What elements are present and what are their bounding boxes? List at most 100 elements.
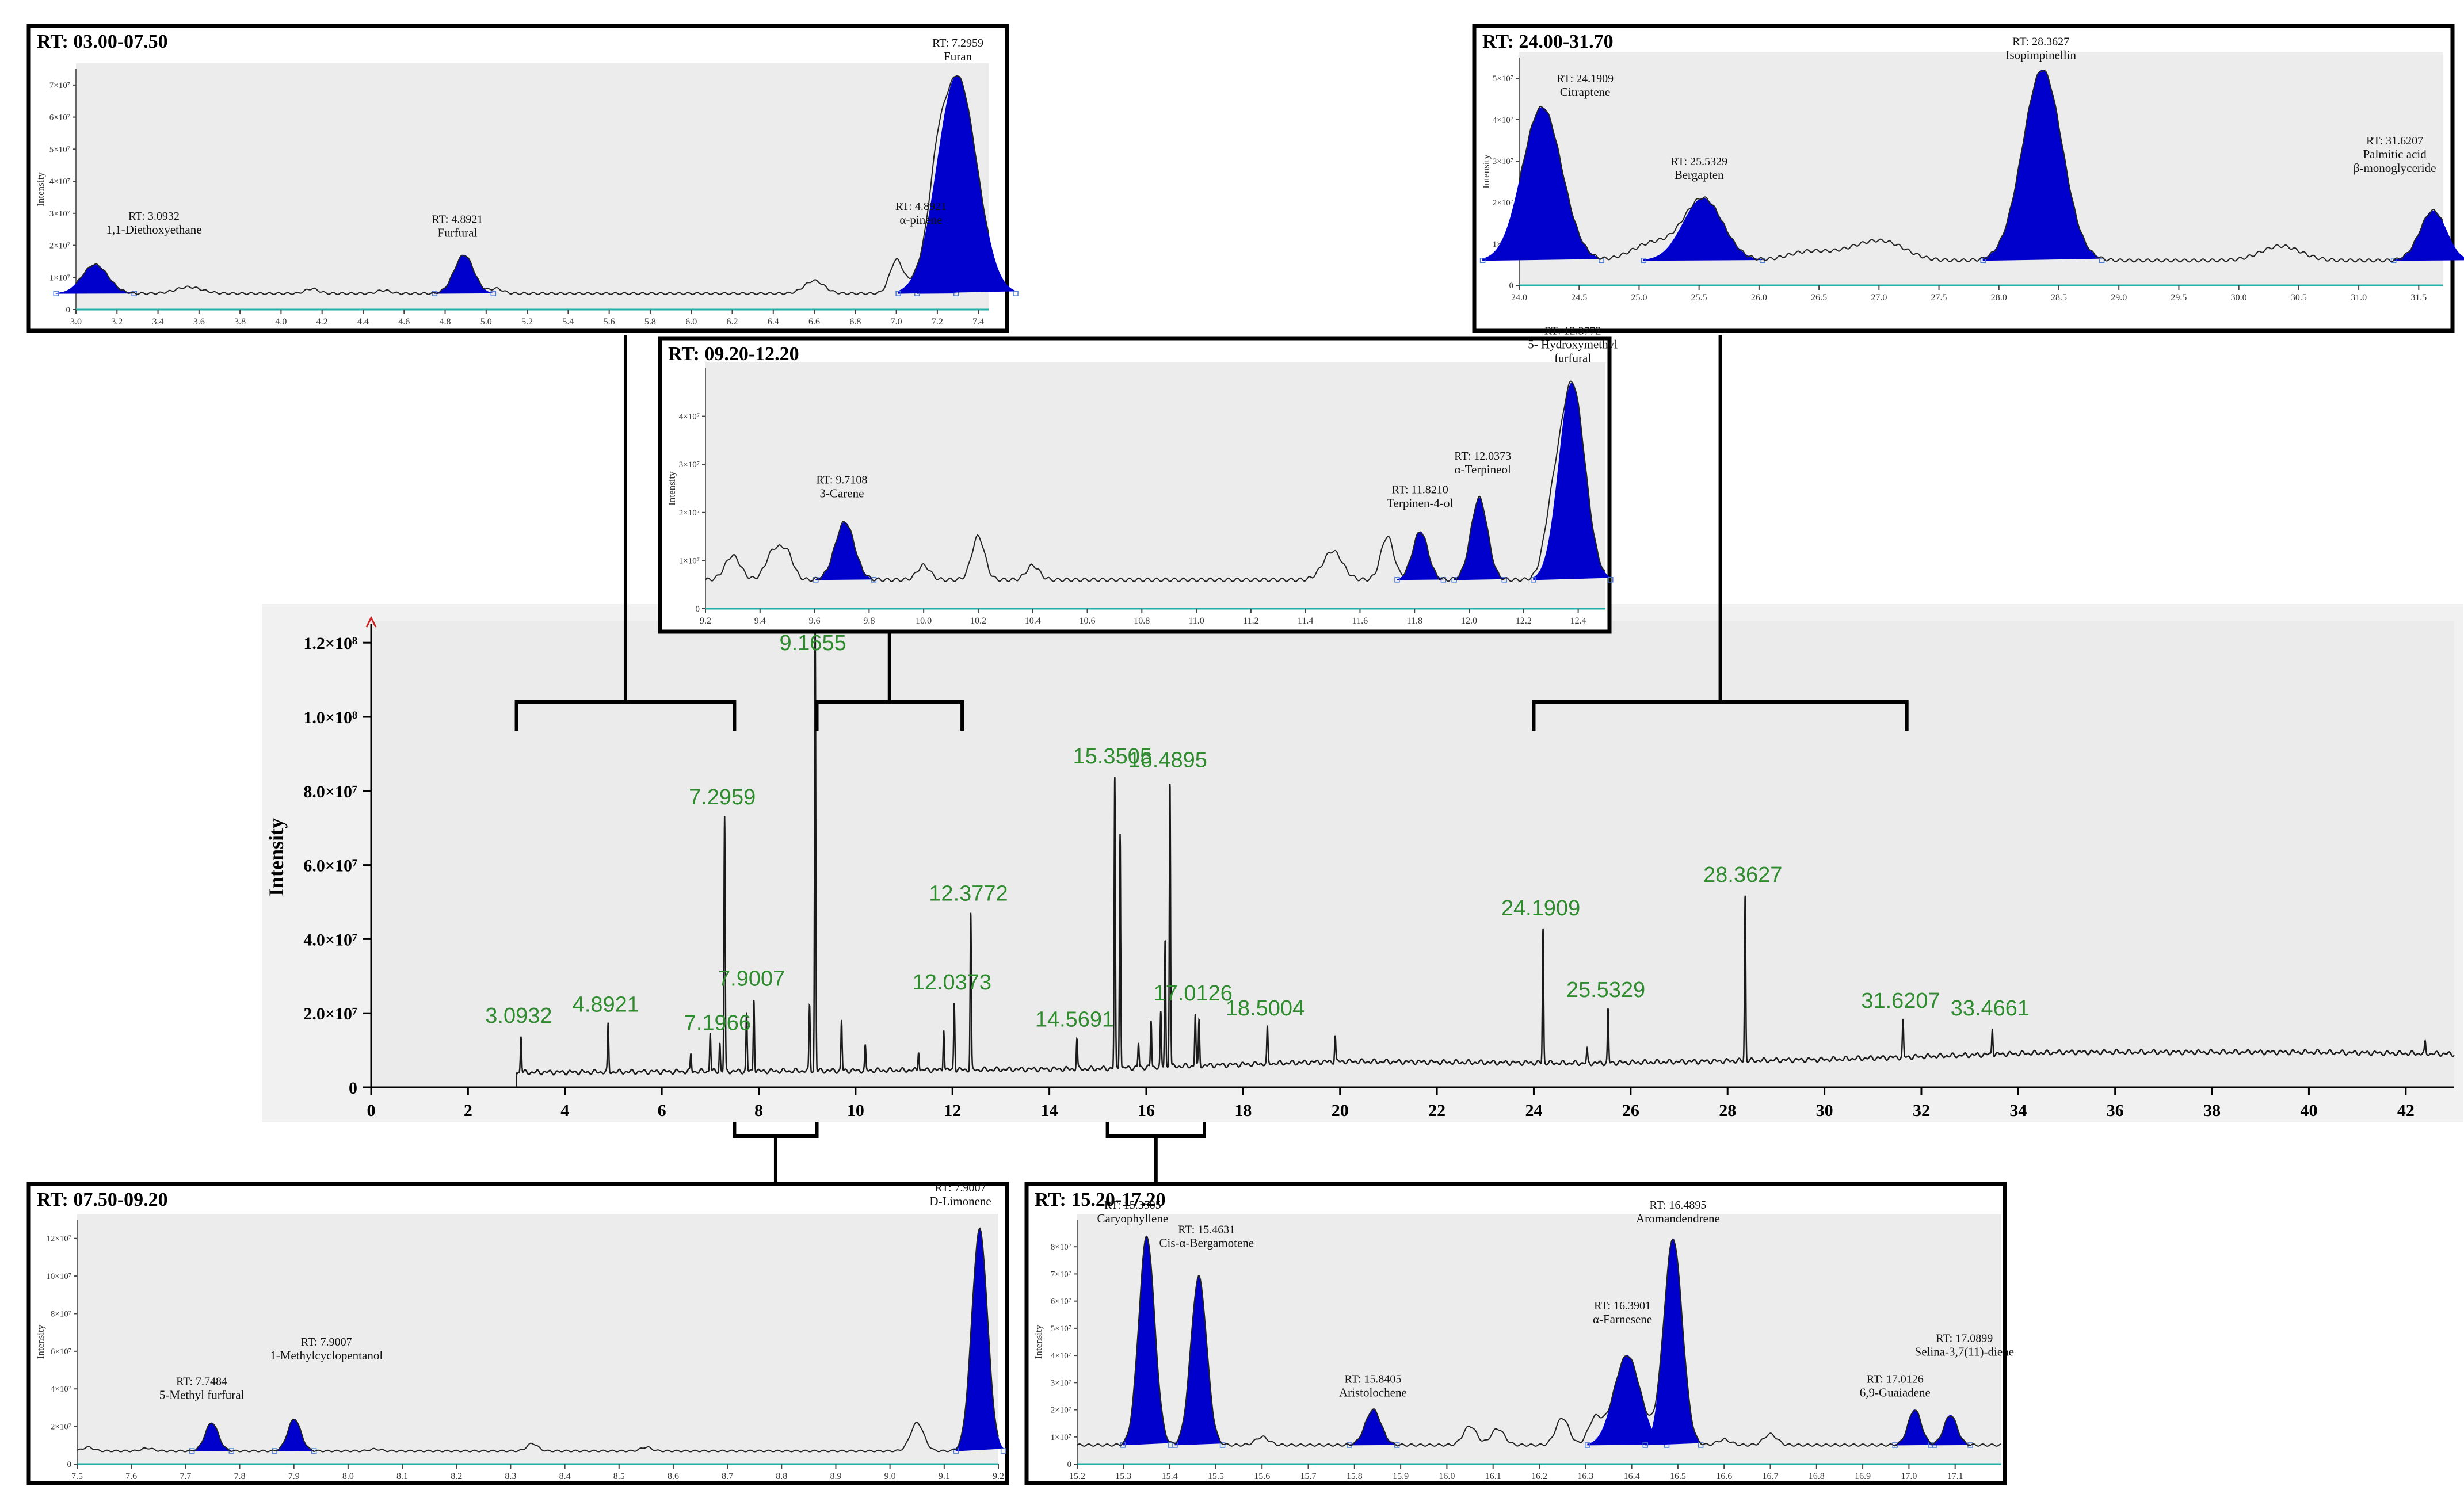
inset-peak-marker	[1641, 258, 1647, 263]
inset-peak-rt: RT: 7.2959	[932, 37, 983, 49]
y-tick-label: 1.2×10⁸	[303, 634, 357, 653]
inset-y-tick-label: 10×10⁷	[46, 1272, 71, 1281]
inset-peak-name: Furan	[944, 49, 972, 63]
inset-x-tick-label: 16.0	[1439, 1472, 1455, 1481]
x-tick-label: 36	[2107, 1101, 2124, 1120]
x-tick-label: 0	[367, 1101, 376, 1120]
peak-label: 9.1655	[779, 631, 846, 655]
inset-x-tick-label: 8.4	[559, 1472, 571, 1481]
inset-x-tick-label: 7.5	[71, 1472, 83, 1481]
inset-plot-bg	[1077, 1214, 2001, 1464]
x-tick-label: 32	[1913, 1101, 1930, 1120]
inset-plot-bg	[77, 1214, 998, 1464]
inset-peak-name: 6,9-Guaiadene	[1860, 1385, 1931, 1399]
inset-y-axis-title: Intensity	[1033, 1324, 1044, 1359]
inset-x-tick-label: 15.8	[1347, 1472, 1363, 1481]
inset-x-tick-label: 10.0	[916, 616, 932, 626]
inset-peak-marker	[1000, 1448, 1006, 1454]
inset-x-tick-label: 8.9	[830, 1472, 841, 1481]
inset-y-tick-label: 2×10⁷	[51, 1423, 71, 1432]
inset-rt-24-31: RT: 24.00-31.7001×10⁷2×10⁷3×10⁷4×10⁷5×10…	[1472, 24, 2464, 333]
inset-x-tick-label: 15.6	[1254, 1472, 1270, 1481]
inset-y-tick-label: 0	[1509, 281, 1514, 291]
inset-rt-03-07: RT: 03.00-07.50 0 1×10⁷ 2×10⁷ 3×10⁷ 4×10⁷ 5×10…	[26, 24, 1019, 333]
inset-x-tick-label: 11.4	[1298, 616, 1313, 626]
inset-peak-rt: RT: 7.7484	[176, 1376, 227, 1388]
inset-y-tick-label: 4×10⁷	[51, 1385, 71, 1394]
x-tick-label: 42	[2397, 1101, 2415, 1120]
inset-peak-name: Caryophyllene	[1097, 1212, 1169, 1225]
inset-y-tick-label: 4×10⁷	[679, 412, 700, 422]
inset-x-tick-label: 7.7	[180, 1472, 191, 1481]
inset-y-tick-label: 3×10⁷	[679, 460, 700, 469]
inset-y-tick-label: 8×10⁷	[51, 1309, 71, 1319]
inset-x-tick-label: 5.2	[521, 317, 533, 327]
inset-x-tick-label: 8.2	[451, 1472, 462, 1481]
inset-x-tick-label: 6.6	[808, 317, 820, 327]
inset-x-tick-label: 4.8	[440, 317, 451, 327]
inset-x-tick-label: 24.5	[1571, 293, 1587, 303]
inset-peak-marker	[53, 291, 59, 296]
inset-x-tick-label: 31.5	[2410, 293, 2427, 303]
inset-peak-name: Selina-3,7(11)-diene	[1915, 1345, 2014, 1359]
inset-x-tick-label: 12.2	[1516, 616, 1532, 626]
inset-peak-name: 5- Hydroxymethyl	[1528, 337, 1618, 351]
inset-peak-name: Isopimpinellin	[2005, 48, 2076, 62]
inset-peak-name: Palmitic acid	[2363, 147, 2427, 161]
inset-x-tick-label: 7.2	[932, 317, 943, 327]
inset-peak-marker	[1172, 1442, 1178, 1448]
inset-peak-rt: RT: 7.9007	[935, 1182, 986, 1194]
inset-peak-marker	[1585, 1442, 1590, 1448]
x-tick-label: 18	[1234, 1101, 1252, 1120]
inset-x-tick-label: 9.1	[939, 1472, 950, 1481]
inset-peak-rt: RT: 31.6207	[2366, 135, 2423, 147]
inset-peak-fill	[1454, 498, 1505, 580]
bracket-connectors	[514, 335, 1909, 1184]
inset-x-tick-label: 8.7	[722, 1472, 733, 1481]
inset-title: RT: 07.50-09.20	[37, 1189, 168, 1210]
inset-y-tick-label: 4×10⁷	[1493, 116, 1513, 125]
inset-peak-marker	[1980, 258, 1986, 263]
inset-peak-rt: RT: 17.0126	[1867, 1373, 1924, 1385]
inset-y-axis-title: Intensity	[666, 471, 677, 506]
x-tick-label: 10	[847, 1101, 864, 1120]
inset-peak-name: 1,1-Diethoxyethane	[106, 223, 201, 236]
inset-peak-marker	[1013, 291, 1019, 296]
inset-x-tick-label: 4.2	[316, 317, 328, 327]
y-tick-label: 1.0×10⁸	[303, 708, 357, 727]
peak-label: 24.1909	[1501, 896, 1580, 920]
inset-x-tick-label: 7.4	[972, 317, 984, 327]
x-tick-label: 16	[1138, 1101, 1155, 1120]
inset-x-tick-label: 8.8	[776, 1472, 787, 1481]
inset-x-tick-label: 26.0	[1751, 293, 1767, 303]
peak-label: 7.1966	[684, 1011, 751, 1036]
inset-x-tick-label: 7.0	[891, 317, 902, 327]
y-tick-label: 2.0×10⁷	[303, 1004, 357, 1023]
inset-title: RT: 15.20-17.20	[1035, 1189, 1166, 1210]
x-tick-label: 6	[658, 1101, 666, 1120]
inset-x-tick-label: 11.8	[1407, 616, 1422, 626]
main-chromatogram: 0 2.0×10⁷ 4.0×10⁷ 6.0×10⁷ 8.0×10⁷ 1.0×10⁸ 1.2×…	[262, 604, 2463, 1122]
inset-title: RT: 09.20-12.20	[668, 343, 799, 365]
x-tick-label: 2	[464, 1101, 472, 1120]
peak-label: 31.6207	[1861, 989, 1940, 1013]
inset-x-tick-label: 15.9	[1393, 1472, 1409, 1481]
inset-x-tick-label: 9.0	[884, 1472, 896, 1481]
inset-peak-marker	[1479, 258, 1486, 263]
x-tick-label: 8	[754, 1101, 763, 1120]
inset-y-tick-label: 3×10⁷	[49, 209, 70, 219]
x-tick-label: 34	[2009, 1101, 2027, 1120]
inset-y-tick-label: 6×10⁷	[1051, 1297, 1071, 1306]
inset-x-tick-label: 16.7	[1763, 1472, 1779, 1481]
inset-peak-marker	[895, 291, 901, 296]
inset-x-tick-label: 11.0	[1188, 616, 1204, 626]
inset-x-tick-label: 16.2	[1531, 1472, 1547, 1481]
inset-x-tick-label: 26.5	[1811, 293, 1827, 303]
inset-y-tick-label: 0	[67, 1460, 72, 1469]
inset-y-tick-label: 5×10⁷	[1493, 74, 1513, 83]
inset-x-tick-label: 15.7	[1300, 1472, 1317, 1481]
inset-x-tick-label: 15.4	[1162, 1472, 1178, 1481]
inset-peak-rt: RT: 25.5329	[1670, 155, 1727, 168]
inset-y-tick-label: 6×10⁷	[49, 113, 70, 123]
inset-peak-rt: RT: 4.8921	[432, 213, 483, 226]
